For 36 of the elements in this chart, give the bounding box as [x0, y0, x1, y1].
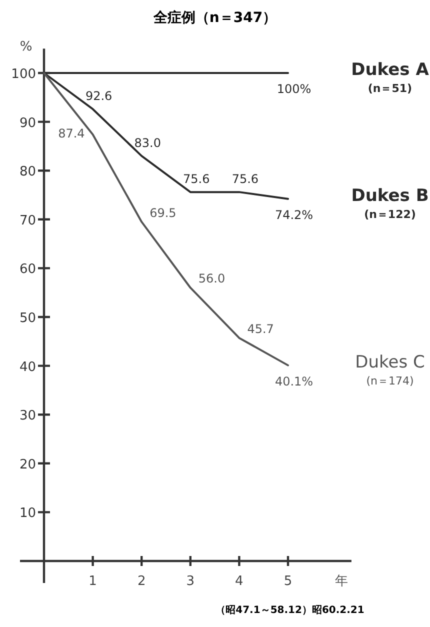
y-tick-label: 40 — [19, 360, 36, 375]
text: (n＝51) — [368, 82, 412, 95]
x-axis-title: 年 — [334, 574, 348, 589]
y-axis-title: % — [20, 40, 32, 55]
data-label: 100% — [276, 82, 312, 96]
chart-title: 全症例（n＝347） — [152, 9, 277, 26]
text: (n＝174) — [366, 374, 414, 388]
y-tick-label: 90 — [19, 116, 36, 131]
data-label: 83.0 — [134, 136, 161, 150]
data-label: 56.0 — [198, 272, 226, 286]
data-label: 87.4 — [58, 126, 85, 140]
x-tick-label: 3 — [186, 574, 195, 589]
y-tick-label: 100 — [11, 67, 36, 82]
data-label: 45.7 — [247, 322, 274, 336]
y-tick-label: 50 — [19, 311, 36, 326]
y-tick-label: 60 — [19, 262, 36, 278]
y-tick-label: 10 — [19, 506, 36, 522]
y-tick-label: 20 — [19, 457, 36, 472]
y-tick-label: 80 — [19, 164, 36, 180]
text: Dukes B — [351, 186, 429, 206]
text: (n＝122) — [364, 208, 416, 221]
data-label: 75.6 — [183, 172, 210, 186]
data-label: 74.2% — [274, 208, 314, 222]
text: Dukes A — [351, 60, 430, 80]
text: （昭47.1～58.12）昭60.2.21 — [216, 604, 364, 616]
x-tick-label: 5 — [284, 574, 292, 589]
x-tick-label: 2 — [137, 574, 146, 589]
y-tick-label: 70 — [19, 213, 36, 228]
x-tick-label: 1 — [88, 574, 97, 589]
data-label: 75.6 — [232, 172, 259, 186]
data-label: 40.1% — [274, 374, 314, 388]
y-tick-label: 30 — [19, 408, 36, 424]
data-label: 92.6 — [85, 89, 112, 104]
text: Dukes C — [355, 352, 425, 372]
data-label: 69.5 — [150, 206, 176, 220]
x-tick-label: 4 — [235, 574, 244, 589]
